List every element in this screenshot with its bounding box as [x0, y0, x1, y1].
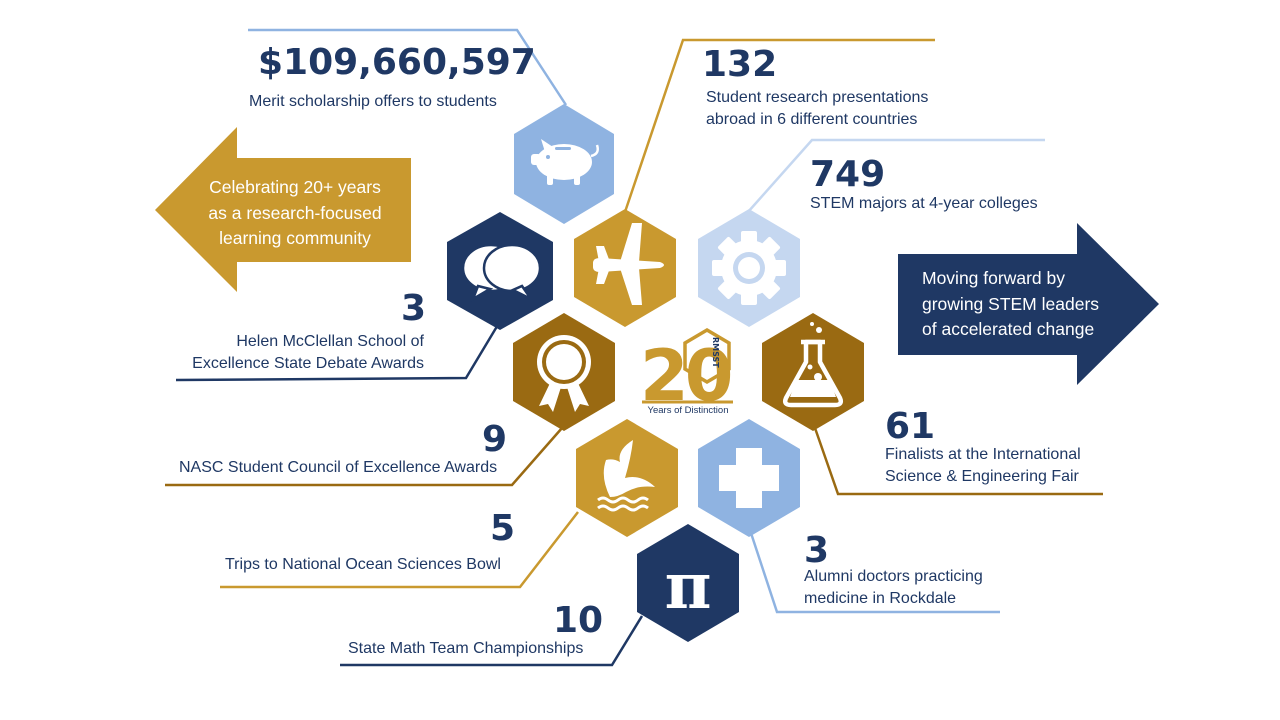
stat-label-line: Student research presentations [706, 89, 929, 106]
stat-value-math: 10 [553, 600, 604, 641]
hex-isef [762, 313, 864, 431]
pi-icon: π [665, 549, 712, 624]
stat-label-line: abroad in 6 different countries [706, 111, 918, 128]
leader-line-debate [175, 322, 501, 382]
stat-label-line: Finalists at the International [885, 446, 1081, 463]
stat-label-math: State Math Team Championships [348, 638, 583, 660]
stat-label-isef: Finalists at the International Science &… [885, 444, 1081, 488]
stat-label-line: State Math Team Championships [348, 640, 584, 657]
stat-label-ocean: Trips to National Ocean Sciences Bowl [225, 554, 501, 576]
award-ribbon-icon [537, 335, 591, 412]
logo-initials: RMSST [711, 337, 720, 368]
logo-hex-outline [683, 327, 731, 385]
stat-label-doctors: Alumni doctors practicing medicine in Ro… [804, 566, 983, 610]
right-arrow-line: of accelerated change [922, 319, 1095, 339]
stat-value-research: 132 [702, 44, 778, 85]
stat-label-line: NASC Student Council of Excellence Award… [179, 459, 498, 476]
left-arrow-line: learning community [219, 228, 371, 248]
right-arrow-text: Moving forward by growing STEM leaders o… [922, 266, 1122, 343]
flask-icon [782, 322, 844, 408]
leader-line-doctors [748, 529, 1000, 614]
stat-label-line: medicine in Rockdale [804, 590, 957, 607]
logo-caption: Years of Distinction [648, 405, 729, 416]
stat-label-scholarship: Merit scholarship offers to students [249, 91, 497, 113]
stat-label-line: Trips to National Ocean Sciences Bowl [225, 556, 501, 573]
stat-label-debate: Helen McClellan School of Excellence Sta… [180, 331, 424, 375]
medical-cross-icon [719, 448, 779, 508]
stat-label-line: Excellence State Debate Awards [192, 355, 424, 372]
right-arrow-line: growing STEM leaders [922, 293, 1100, 314]
leader-line-research [623, 38, 935, 213]
leader-line-ocean [220, 511, 579, 589]
leader-line-council [165, 427, 563, 487]
stat-label-research: Student research presentations abroad in… [706, 87, 928, 131]
stat-value-isef: 61 [885, 406, 936, 447]
stat-value-ocean: 5 [490, 508, 516, 549]
piggy-bank-icon [531, 139, 599, 185]
stat-value-stem-majors: 749 [810, 154, 886, 195]
left-arrow [155, 127, 411, 292]
stat-value-scholarship: $109,660,597 [258, 42, 536, 83]
leader-line-scholarship [248, 28, 568, 106]
stat-value-council: 9 [482, 419, 508, 460]
stat-value-doctors: 3 [804, 530, 830, 571]
airplane-icon [593, 223, 664, 305]
stat-label-council: NASC Student Council of Excellence Award… [179, 457, 497, 479]
right-arrow-line: Moving forward by [922, 268, 1065, 288]
left-arrow-line: as a research-focused [208, 202, 382, 223]
anniversary-logo: 20 RMSST Years of Distinction [640, 327, 735, 417]
stat-label-stem-majors: STEM majors at 4-year colleges [810, 193, 1038, 215]
stat-label-line: Helen McClellan School of [236, 333, 424, 350]
stat-label-line: Science & Engineering Fair [885, 468, 1079, 485]
stat-label-line: Merit scholarship offers to students [249, 93, 497, 110]
leader-line-math [340, 615, 644, 667]
stat-label-line: STEM majors at 4-year colleges [810, 195, 1038, 212]
gear-icon [712, 231, 786, 305]
stat-label-line: Alumni doctors practicing [804, 568, 983, 585]
whale-tail-icon [597, 440, 655, 512]
leader-line-isef [813, 427, 1103, 496]
speech-bubbles-icon [461, 243, 542, 302]
left-arrow-line: Celebrating 20+ years [209, 177, 381, 197]
hex-math [637, 524, 739, 642]
left-arrow-text: Celebrating 20+ years as a research-focu… [195, 175, 395, 252]
right-arrow [898, 223, 1159, 385]
stat-value-debate: 3 [401, 288, 427, 329]
leader-line-stem-majors [747, 138, 1045, 213]
